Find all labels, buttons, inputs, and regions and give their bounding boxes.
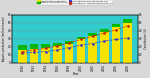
Bar [42,48,50,63]
Bar [30,49,38,63]
Bar [88,36,97,63]
Bar [53,43,62,63]
Bar [100,29,108,63]
Bar [77,39,85,63]
Bar [123,23,132,63]
X-axis label: Year: Year [72,72,78,76]
Bar [42,44,50,63]
Bar [123,19,132,63]
Bar [18,50,27,63]
Y-axis label: Contribution (%): Contribution (%) [144,28,148,49]
Y-axis label: Aquatic production (million tonnes): Aquatic production (million tonnes) [2,16,6,61]
Legend: Aquaculture production, Fisheries production flow, Cultured fish and shellfishes: Aquaculture production, Fisheries produc… [37,0,113,5]
Bar [88,33,97,63]
Bar [112,27,120,63]
Bar [53,46,62,63]
Bar [65,41,73,63]
Bar [65,44,73,63]
Bar [100,32,108,63]
Bar [112,24,120,63]
Bar [18,45,27,63]
Bar [30,44,38,63]
Bar [77,37,85,63]
